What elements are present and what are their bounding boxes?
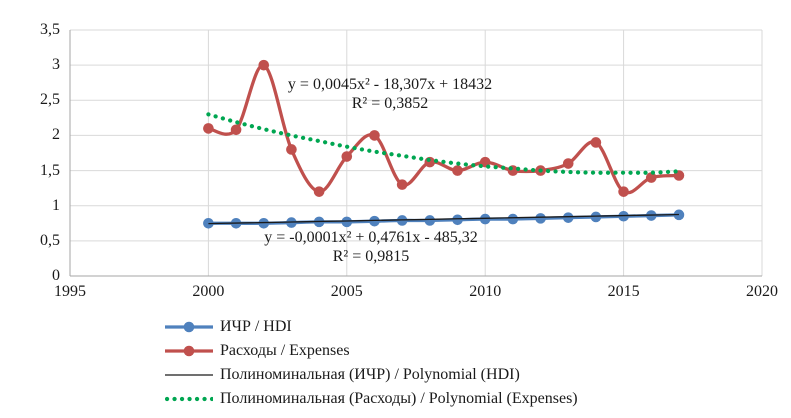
y-tick-label: 0 <box>52 267 60 284</box>
expenses-trendline-equation: y = 0,0045x² - 18,307x + 18432 R² = 0,38… <box>288 76 492 113</box>
equation-text: y = 0,0045x² - 18,307x + 18432 <box>287 76 493 93</box>
legend-item: Полиноминальная (Расходы) / Polynomial (… <box>165 387 578 411</box>
legend: ИЧР / HDI Расходы / Expenses Полиноминальн… <box>165 315 578 411</box>
legend-label: Полиноминальная (Расходы) / Polynomial (… <box>220 390 578 407</box>
x-tick-label: 2000 <box>192 283 225 300</box>
expenses-trendline <box>206 112 682 175</box>
legend-item: ИЧР / HDI <box>165 315 578 339</box>
legend-label: Полиноминальная (ИЧР) / Polynomial (HDI) <box>220 366 520 383</box>
y-tick-label: 1,5 <box>40 161 60 179</box>
y-tick-label: 3,5 <box>40 21 60 38</box>
r-squared-text: R² = 0,9815 <box>332 247 410 265</box>
equation-text: y = -0,0001x² + 0,4761x - 485,32 <box>264 229 478 246</box>
axes <box>69 30 762 277</box>
x-tick-label: 2005 <box>330 283 363 300</box>
y-tick-label: 1 <box>52 196 60 214</box>
y-tick-label: 2,5 <box>40 91 60 109</box>
legend-item: Полиноминальная (ИЧР) / Polynomial (HDI) <box>165 363 578 387</box>
x-tick-label: 1995 <box>54 283 86 300</box>
x-tick-label: 2020 <box>746 283 778 300</box>
legend-swatch-hdi-series <box>165 321 213 333</box>
legend-label: ИЧР / HDI <box>220 318 292 335</box>
hdi-series <box>203 209 685 229</box>
legend-swatch-expenses-series <box>165 345 213 357</box>
x-tick-label: 2015 <box>607 283 640 300</box>
legend-item: Расходы / Expenses <box>165 339 578 363</box>
hdi-trendline-equation: y = -0,0001x² + 0,4761x - 485,32 R² = 0,… <box>264 229 478 266</box>
legend-label: Расходы / Expenses <box>220 342 350 359</box>
y-tick-label: 2 <box>52 126 60 144</box>
x-tick-label: 2010 <box>469 283 502 300</box>
hdi-trendline <box>208 213 679 225</box>
legend-swatch-hdi-trendline <box>165 374 213 376</box>
gridlines <box>70 29 763 276</box>
r-squared-text: R² = 0,3852 <box>351 94 429 112</box>
legend-swatch-expenses-trendline <box>165 396 213 402</box>
y-tick-label: 0,5 <box>40 231 60 249</box>
y-tick-label: 3 <box>52 56 60 74</box>
